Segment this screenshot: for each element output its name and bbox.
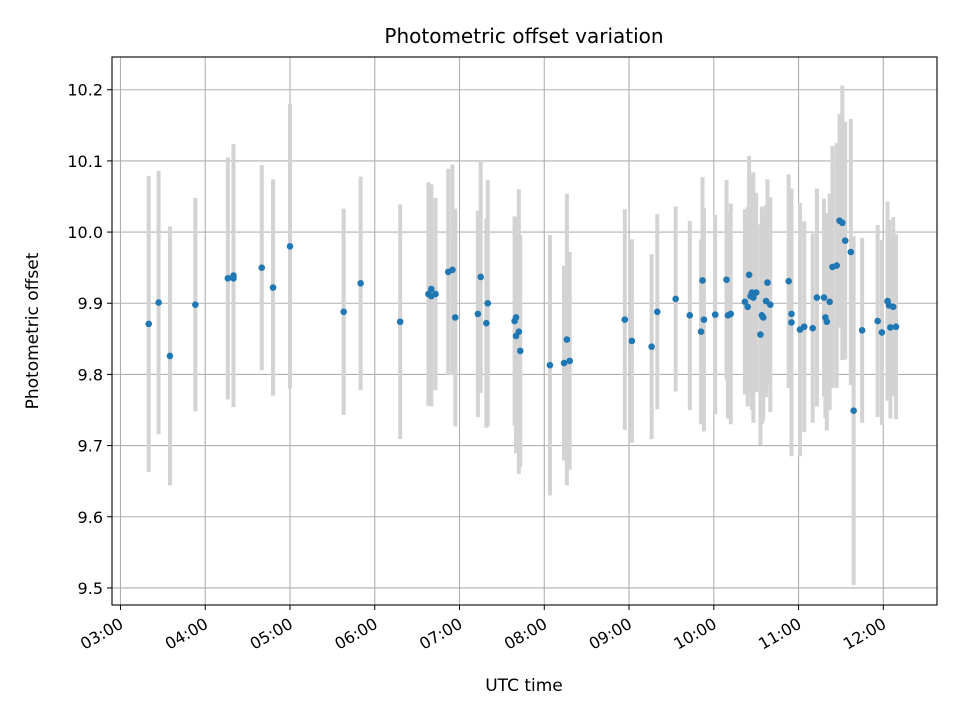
data-point bbox=[515, 328, 523, 336]
data-point bbox=[889, 303, 897, 311]
data-point bbox=[512, 314, 520, 321]
data-point bbox=[711, 311, 719, 318]
data-point bbox=[474, 310, 482, 318]
data-point bbox=[833, 262, 841, 269]
y-axis: 9.5 9.6 9.7 9.8 9.9 10.0 10.1 10.2 bbox=[67, 81, 112, 598]
data-point bbox=[809, 324, 816, 332]
data-point bbox=[672, 295, 679, 303]
y-tick-label: 10.0 bbox=[67, 223, 103, 242]
y-tick-label: 9.6 bbox=[78, 508, 103, 527]
y-axis-title: Photometric offset bbox=[23, 252, 43, 409]
data-point bbox=[648, 343, 655, 350]
data-point bbox=[484, 299, 492, 307]
data-point bbox=[858, 326, 866, 334]
data-point bbox=[653, 308, 661, 316]
data-point bbox=[788, 310, 795, 318]
data-point bbox=[723, 276, 730, 284]
data-point bbox=[757, 331, 764, 338]
data-point bbox=[516, 347, 524, 355]
data-point bbox=[839, 219, 846, 227]
data-point bbox=[752, 289, 760, 296]
data-point bbox=[697, 328, 705, 336]
data-point bbox=[286, 243, 294, 250]
data-point bbox=[788, 319, 795, 326]
data-point bbox=[887, 324, 894, 331]
x-axis-title: UTC time bbox=[485, 676, 563, 696]
chart-title: Photometric offset variation bbox=[384, 24, 663, 48]
data-point bbox=[269, 284, 277, 291]
y-tick-label: 9.7 bbox=[78, 437, 103, 456]
data-point bbox=[820, 294, 828, 301]
data-point bbox=[563, 336, 571, 343]
data-point bbox=[166, 352, 174, 360]
data-point bbox=[340, 308, 347, 316]
data-point bbox=[258, 264, 266, 271]
data-point bbox=[785, 277, 792, 285]
data-point bbox=[750, 294, 757, 301]
data-point bbox=[759, 314, 767, 321]
data-point bbox=[432, 290, 439, 298]
y-tick-label: 10.1 bbox=[67, 152, 103, 171]
data-point bbox=[745, 271, 753, 279]
data-point bbox=[155, 299, 162, 306]
data-point bbox=[396, 318, 404, 326]
plot-frame bbox=[111, 56, 938, 606]
data-point bbox=[826, 298, 833, 306]
data-point bbox=[764, 279, 771, 286]
data-point bbox=[192, 301, 199, 308]
data-point bbox=[686, 312, 694, 319]
data-point bbox=[767, 301, 774, 308]
data-point bbox=[700, 316, 708, 323]
data-point bbox=[477, 273, 485, 281]
data-point bbox=[841, 237, 849, 244]
data-point bbox=[566, 357, 574, 365]
data-point bbox=[744, 303, 752, 311]
data-point bbox=[145, 320, 153, 328]
data-point bbox=[823, 318, 831, 326]
data-point bbox=[813, 294, 821, 301]
data-point bbox=[878, 329, 886, 336]
y-tick-label: 9.5 bbox=[78, 579, 103, 598]
data-point bbox=[699, 277, 706, 284]
data-point bbox=[427, 285, 435, 293]
data-point bbox=[483, 319, 490, 327]
data-point bbox=[357, 280, 364, 287]
data-point bbox=[230, 275, 237, 282]
data-point bbox=[874, 317, 881, 325]
data-point bbox=[451, 314, 459, 321]
data-point bbox=[892, 323, 900, 331]
y-tick-label: 10.2 bbox=[67, 81, 103, 100]
data-point bbox=[628, 337, 636, 345]
data-point bbox=[847, 248, 855, 256]
y-tick-label: 9.9 bbox=[78, 294, 103, 313]
data-point bbox=[727, 310, 735, 318]
data-point bbox=[449, 266, 456, 274]
data-point bbox=[850, 407, 857, 415]
data-point bbox=[800, 323, 808, 331]
y-tick-label: 9.8 bbox=[78, 365, 103, 384]
data-point bbox=[621, 316, 629, 323]
data-point bbox=[560, 359, 568, 367]
data-point bbox=[224, 275, 232, 282]
data-point bbox=[741, 298, 749, 306]
data-point bbox=[546, 361, 554, 369]
data-points bbox=[145, 217, 900, 415]
